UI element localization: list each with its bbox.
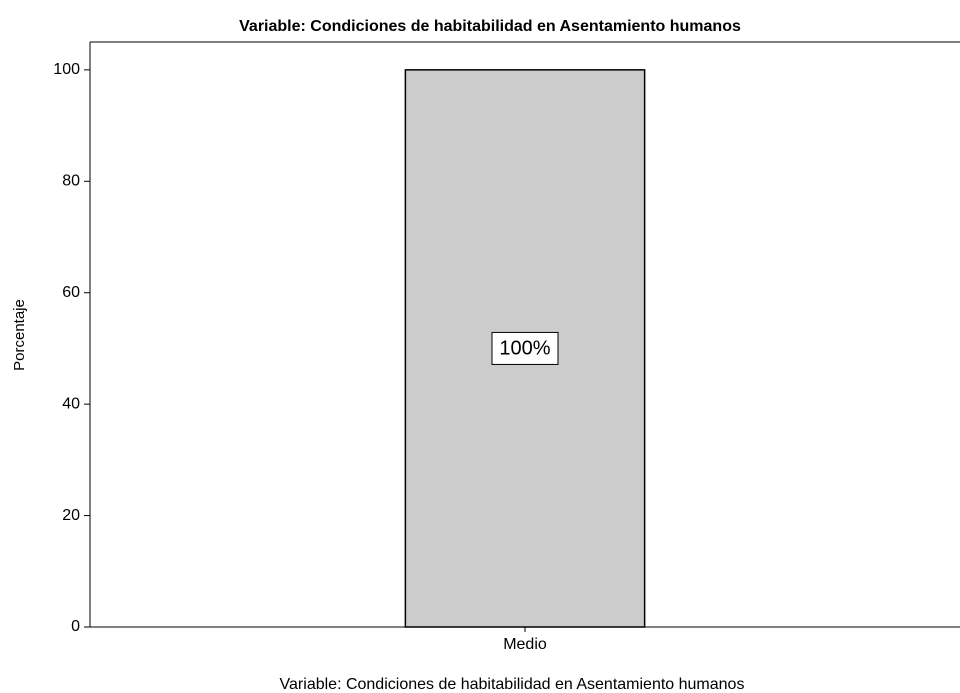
- x-axis-label: Variable: Condiciones de habitabilidad e…: [280, 676, 745, 693]
- value-label-box: [491, 331, 559, 365]
- y-tick-label: 40: [62, 395, 80, 412]
- y-tick-label: 100: [53, 61, 80, 78]
- y-tick-label: 80: [62, 173, 80, 190]
- y-tick-label: 0: [71, 618, 80, 635]
- y-tick-label: 60: [62, 284, 80, 301]
- y-tick-label: 20: [62, 507, 80, 524]
- chart-title: Variable: Condiciones de habitabilidad e…: [239, 18, 741, 35]
- x-tick-label: Medio: [503, 636, 547, 653]
- value-label: 100%: [499, 338, 550, 360]
- y-axis-label: Porcentaje: [11, 299, 28, 371]
